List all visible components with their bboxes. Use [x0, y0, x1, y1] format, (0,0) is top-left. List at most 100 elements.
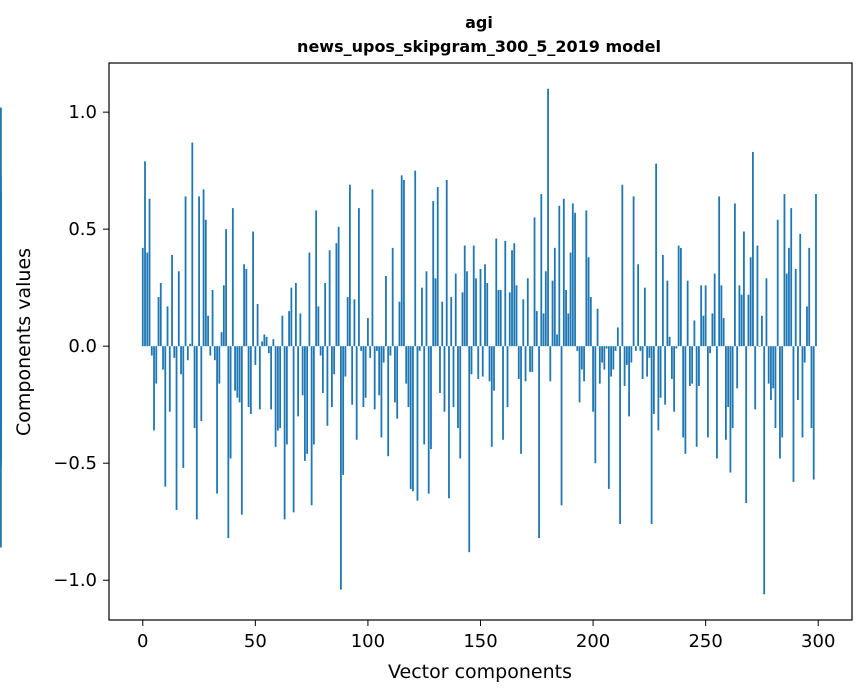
- bar: [209, 346, 212, 356]
- bar: [722, 318, 725, 347]
- bar: [698, 346, 700, 386]
- bar: [767, 346, 770, 384]
- x-tick-label: 100: [351, 631, 385, 652]
- bar: [513, 243, 516, 347]
- bar: [292, 346, 295, 513]
- bar: [180, 346, 182, 375]
- bar: [544, 271, 547, 347]
- bar: [211, 290, 214, 347]
- chart-subtitle: news_upos_skipgram_300_5_2019 model: [297, 37, 661, 56]
- bar: [686, 280, 689, 347]
- bar: [713, 273, 716, 347]
- bar: [213, 346, 216, 361]
- bar: [378, 346, 381, 396]
- bar: [594, 346, 597, 464]
- bar: [184, 196, 187, 347]
- bar: [738, 285, 741, 347]
- bar: [173, 346, 176, 358]
- bar: [688, 346, 691, 386]
- y-tick-label: 0.0: [68, 336, 97, 357]
- bar: [380, 346, 383, 438]
- bar: [342, 346, 345, 475]
- bar: [779, 346, 781, 459]
- bar: [144, 161, 146, 347]
- bar: [463, 245, 466, 347]
- bar: [569, 252, 572, 347]
- bar: [612, 346, 615, 370]
- bar: [553, 247, 556, 347]
- bar: [231, 208, 234, 347]
- bar: [423, 346, 426, 445]
- bar: [319, 346, 322, 356]
- bar: [414, 170, 417, 347]
- bar: [396, 346, 399, 419]
- bar: [619, 346, 621, 525]
- bar: [198, 196, 200, 347]
- bar: [191, 142, 194, 347]
- bar: [803, 346, 806, 363]
- bar: [745, 346, 748, 503]
- bar: [754, 346, 757, 410]
- bar: [436, 187, 439, 347]
- bar: [576, 346, 579, 351]
- bar: [664, 346, 667, 405]
- bar: [200, 346, 203, 422]
- bar: [290, 287, 293, 347]
- x-tick-label: 150: [463, 631, 497, 652]
- bar: [297, 346, 300, 417]
- bar: [655, 163, 658, 347]
- bar: [707, 346, 709, 438]
- bar: [274, 346, 277, 447]
- bar: [783, 194, 786, 347]
- bar: [628, 346, 630, 417]
- bar: [351, 346, 354, 405]
- bar: [551, 280, 554, 347]
- bar: [387, 346, 390, 457]
- bar: [481, 346, 484, 377]
- bar: [171, 254, 173, 347]
- bar: [222, 285, 225, 347]
- bar: [425, 271, 428, 347]
- bar: [621, 184, 624, 347]
- bar: [806, 306, 808, 347]
- bar: [731, 346, 734, 429]
- bar: [261, 341, 263, 347]
- bar: [249, 346, 252, 415]
- bar: [454, 273, 457, 347]
- bar: [443, 346, 446, 412]
- bar: [328, 250, 331, 347]
- bar: [729, 346, 732, 473]
- bar: [403, 180, 405, 347]
- bar: [412, 346, 414, 492]
- bar: [499, 290, 502, 347]
- bar: [337, 226, 340, 347]
- bar: [301, 346, 304, 396]
- bar: [596, 308, 599, 347]
- bar: [166, 306, 169, 347]
- bar: [752, 151, 754, 347]
- bar: [371, 189, 374, 347]
- bar: [666, 280, 669, 347]
- bar: [668, 336, 671, 347]
- bar: [598, 346, 601, 384]
- bar: [691, 346, 694, 384]
- y-tick-label: 0.5: [68, 219, 97, 240]
- bar: [308, 252, 311, 347]
- bar: [146, 252, 149, 347]
- bar: [236, 346, 239, 398]
- bar: [634, 346, 637, 351]
- bar: [643, 287, 646, 347]
- bar: [405, 346, 408, 384]
- x-axis-label: Vector components: [388, 661, 572, 683]
- bar: [488, 346, 491, 382]
- bar: [394, 346, 396, 403]
- bar: [360, 346, 363, 351]
- bar: [218, 346, 221, 384]
- bar: [344, 346, 347, 377]
- bar: [421, 287, 423, 347]
- bar: [504, 240, 507, 347]
- bar: [367, 318, 369, 347]
- bar: [303, 346, 306, 461]
- bar: [331, 346, 333, 408]
